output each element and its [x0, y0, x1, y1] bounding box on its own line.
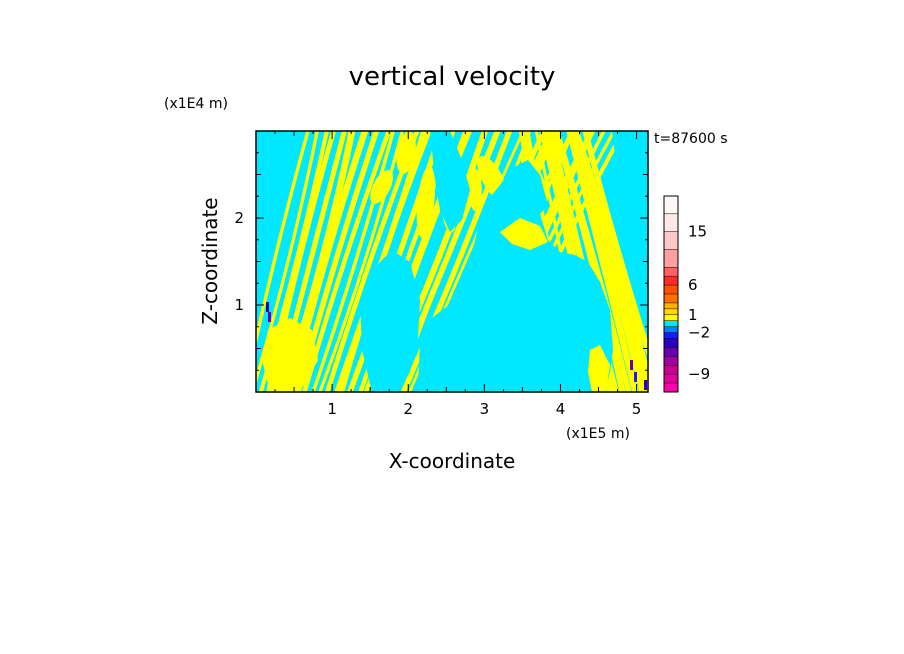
field-large-updraft-region — [418, 214, 613, 392]
colorbar-tick-label: 15 — [688, 223, 707, 241]
colorbar-tick-label: −2 — [688, 324, 710, 342]
colorbar-swatch — [664, 374, 678, 384]
y-ticks: 12 — [234, 130, 648, 371]
field-band-positive — [400, 131, 513, 392]
field-band-positive — [417, 131, 532, 392]
colorbar-swatch — [664, 213, 678, 232]
field-yellow-patch-a — [500, 218, 548, 250]
colorbar: 15 6 1−2 −9 — [663, 195, 710, 393]
field-downdraft-spot — [644, 380, 647, 390]
field-upper-region — [470, 160, 548, 262]
field-patch-positive — [468, 168, 482, 212]
field-downdraft-spot — [266, 302, 269, 312]
time-label: t=87600 s — [654, 131, 728, 147]
colorbar-swatch — [664, 365, 678, 375]
field-mid-left-region — [360, 250, 420, 392]
field-upper-left-region — [430, 131, 470, 232]
colorbar-swatch — [664, 338, 678, 348]
field-patch-positive — [396, 131, 416, 174]
field-right-edge-region — [612, 131, 648, 230]
field-band-positive — [318, 131, 404, 392]
colorbar-swatch — [664, 302, 678, 309]
colorbar-tick-label: −9 — [688, 365, 710, 383]
field-band-positive — [553, 131, 632, 392]
colorbar-tick-label: 6 — [688, 276, 698, 294]
colorbar-swatch — [664, 332, 678, 339]
field-band-positive — [286, 131, 369, 392]
y-axis-label: Z-coordinate — [198, 197, 222, 324]
colorbar-swatch — [664, 276, 678, 286]
colorbar-swatch — [664, 347, 678, 357]
colorbar-swatch — [664, 231, 678, 250]
field-band-positive — [325, 131, 420, 392]
field-dark-spots — [266, 302, 647, 390]
colorbar-swatch — [664, 314, 678, 321]
field-band-positive — [256, 131, 319, 386]
x-tick-label: 5 — [632, 400, 642, 418]
x-tick-label: 1 — [327, 400, 337, 418]
colorbar-tick-label: 1 — [688, 306, 698, 324]
colorbar-swatch — [664, 308, 678, 315]
colorbar-swatch — [664, 285, 678, 294]
colorbar-swatch — [664, 267, 678, 277]
colorbar-swatch — [664, 383, 678, 392]
x-axis-label: X-coordinate — [389, 449, 516, 473]
x-tick-label: 4 — [556, 400, 566, 418]
y-tick-label: 2 — [234, 209, 244, 227]
colorbar-swatch — [664, 249, 678, 268]
field-band-positive — [295, 131, 380, 392]
field-patch-positive — [416, 165, 436, 238]
colorbar-swatch — [664, 196, 678, 214]
chart-title: vertical velocity — [349, 62, 556, 92]
plot-area — [256, 131, 648, 392]
field-band-positive — [582, 131, 648, 360]
field-patch-positive — [370, 170, 393, 204]
x-scale-label: (x1E5 m) — [566, 426, 630, 442]
x-ticks: 1 2 3 4 5 — [274, 131, 642, 418]
colorbar-swatch — [664, 326, 678, 333]
x-tick-label: 2 — [403, 400, 413, 418]
field-downdraft-spot — [630, 360, 633, 370]
colorbar-swatch — [664, 356, 678, 366]
field-yellow-patch-b — [588, 345, 610, 392]
colorbar-swatch — [664, 320, 678, 327]
field-band-positive — [302, 131, 392, 392]
y-tick-label: 1 — [234, 296, 244, 314]
field-band-positive — [566, 131, 639, 392]
field-band-positive — [571, 131, 648, 392]
field-yellow-patch-c — [262, 318, 318, 392]
y-scale-label: (x1E4 m) — [164, 96, 228, 112]
field-downdraft-spot — [268, 312, 271, 322]
field-band-positive — [568, 131, 646, 392]
colorbar-swatch — [664, 294, 678, 303]
field-band-positive — [258, 131, 329, 392]
x-tick-label: 3 — [480, 400, 490, 418]
field-downdraft-spot — [634, 372, 637, 382]
field-band-positive — [279, 131, 356, 392]
